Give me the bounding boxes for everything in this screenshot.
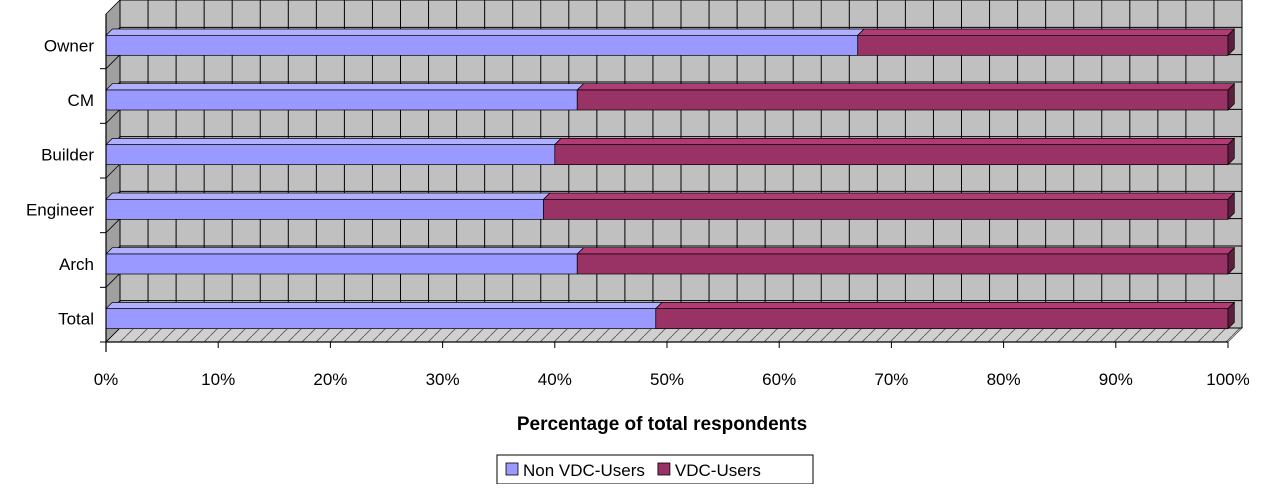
bar-arch-vdc-users — [576, 246, 1236, 275]
bar-builder-non-vdc-users — [105, 138, 562, 166]
bar-front-face — [105, 89, 578, 111]
x-tick-label: 10% — [201, 370, 235, 389]
legend: Non VDC-Users VDC-Users — [496, 454, 814, 485]
x-tick-label: 60% — [762, 370, 796, 389]
bar-front-face — [857, 34, 1229, 56]
gridline-side — [105, 54, 121, 69]
category-label-cm: CM — [68, 91, 94, 110]
category-label-arch: Arch — [59, 255, 94, 274]
bar-cm-vdc-users — [576, 82, 1236, 111]
bar-top-face — [105, 83, 585, 91]
bar-total-non-vdc-users — [105, 302, 663, 330]
bar-front-face — [105, 34, 859, 56]
x-tick-label: 40% — [538, 370, 572, 389]
bar-front-face — [105, 253, 578, 275]
gridline-side — [105, 327, 121, 343]
bar-front-face — [105, 308, 657, 330]
x-tick-label: 80% — [987, 370, 1021, 389]
legend-box — [496, 454, 814, 485]
bar-top-face — [105, 192, 551, 200]
gridline-side — [105, 273, 121, 288]
x-tick-label: 30% — [426, 370, 460, 389]
bar-top-face — [553, 138, 1236, 146]
x-tick-label: 100% — [1206, 370, 1249, 389]
category-label-owner: Owner — [44, 36, 94, 55]
bar-front-face — [105, 144, 556, 166]
bar-end-face — [1227, 246, 1235, 275]
bar-front-face — [554, 144, 1229, 166]
bar-front-face — [576, 253, 1229, 275]
bar-end-face — [1227, 137, 1235, 166]
gridline-side — [105, 0, 121, 15]
legend-swatch — [657, 462, 671, 476]
x-tick-label: 20% — [313, 370, 347, 389]
bar-front-face — [105, 198, 544, 220]
bar-top-face — [856, 28, 1236, 36]
legend-label: VDC-Users — [675, 461, 761, 480]
x-tick-label: 0% — [94, 370, 119, 389]
category-label-total: Total — [58, 310, 94, 329]
bar-front-face — [543, 198, 1229, 220]
bar-cm-non-vdc-users — [105, 83, 585, 111]
gridline-side — [105, 163, 121, 179]
x-axis-title: Percentage of total respondents — [517, 414, 807, 435]
bar-end-face — [1227, 192, 1235, 221]
axes: Owner CM Builder Engineer Arch Total 0% 10% 20% 3… — [26, 14, 1250, 389]
category-label-engineer: Engineer — [26, 200, 94, 219]
bar-front-face — [576, 89, 1229, 111]
bar-top-face — [576, 247, 1236, 255]
gridline-side — [105, 109, 121, 124]
legend-swatch — [505, 462, 519, 476]
bar-total-vdc-users — [654, 301, 1236, 330]
bar-top-face — [105, 247, 585, 255]
bar-top-face — [105, 138, 562, 146]
x-tick-label: 50% — [650, 370, 684, 389]
bar-end-face — [1227, 82, 1235, 111]
legend-label: Non VDC-Users — [523, 461, 645, 480]
bar-top-face — [542, 192, 1236, 200]
bar-top-face — [654, 302, 1236, 310]
x-tick-label: 70% — [874, 370, 908, 389]
bar-top-face — [105, 28, 865, 36]
gridline-side — [105, 218, 121, 233]
bar-top-face — [576, 83, 1236, 91]
x-tick-label: 90% — [1099, 370, 1133, 389]
floor — [105, 327, 1243, 343]
bars — [105, 28, 1236, 330]
bar-owner-vdc-users — [856, 28, 1236, 57]
bar-owner-non-vdc-users — [105, 28, 865, 56]
bar-builder-vdc-users — [553, 137, 1236, 166]
bar-engineer-non-vdc-users — [105, 192, 551, 220]
bar-engineer-vdc-users — [542, 192, 1236, 221]
category-label-builder: Builder — [41, 146, 94, 165]
bar-end-face — [1227, 28, 1235, 57]
bar-end-face — [1227, 301, 1235, 330]
bar-front-face — [655, 308, 1229, 330]
bar-arch-non-vdc-users — [105, 247, 585, 275]
bar-top-face — [105, 302, 663, 310]
